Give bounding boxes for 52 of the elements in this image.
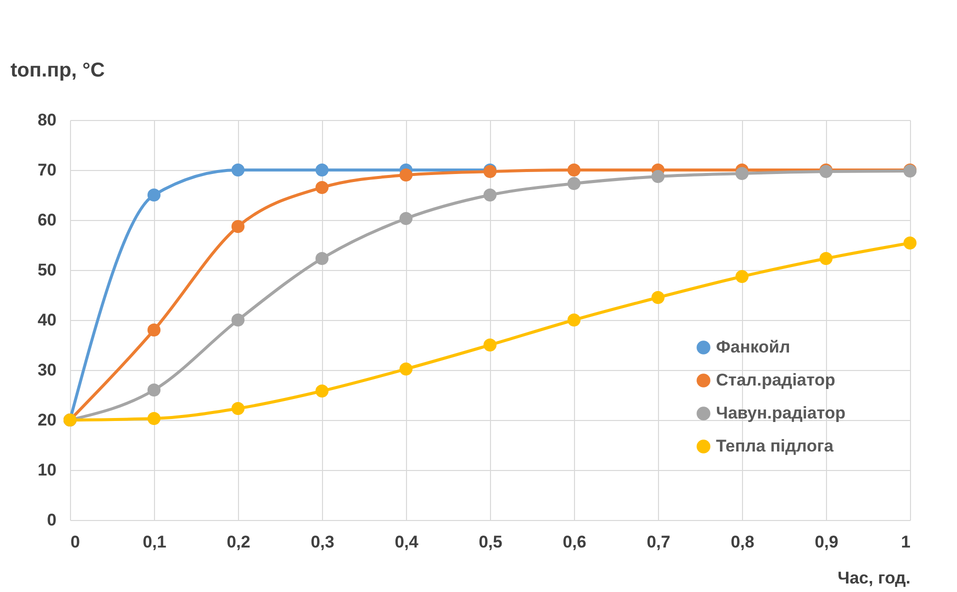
point — [399, 212, 413, 226]
x-tick-label: 0,3 — [310, 532, 334, 552]
point — [231, 313, 245, 327]
legend-label: Чавун.радіатор — [716, 404, 846, 422]
x-tick-label: 1 — [901, 532, 910, 552]
x-tick-label: 0,9 — [814, 532, 838, 552]
y-tick-label: 0 — [47, 510, 56, 530]
point — [651, 290, 665, 304]
legend-label: Тепла підлога — [716, 436, 834, 456]
y-tick-label: 10 — [38, 460, 56, 480]
point — [231, 402, 245, 416]
y-axis-title: tоп.пр, °C — [10, 60, 105, 82]
point — [147, 188, 161, 202]
y-tick-label: 30 — [38, 360, 56, 380]
point — [315, 180, 329, 194]
point — [819, 252, 833, 266]
point — [147, 412, 161, 426]
legend-label: Стал.радіатор — [716, 370, 836, 390]
point — [315, 252, 329, 266]
point — [567, 163, 581, 177]
y-tick-label: 80 — [38, 110, 56, 130]
x-tick-label: 0,7 — [646, 532, 670, 552]
point — [651, 170, 665, 184]
point — [735, 270, 749, 284]
point — [231, 220, 245, 234]
x-tick-label: 0,1 — [142, 532, 166, 552]
point — [567, 176, 581, 190]
x-tick-label: 0,6 — [562, 532, 586, 552]
x-tick-label: 0,2 — [226, 532, 250, 552]
y-tick-label: 40 — [38, 310, 56, 330]
x-tick-label: 0,5 — [478, 532, 502, 552]
legend-label: Фанкойл — [716, 338, 790, 356]
point — [147, 323, 161, 337]
point — [231, 163, 245, 177]
x-axis-title: Час, год. — [838, 568, 910, 588]
point — [147, 383, 161, 397]
point — [567, 313, 581, 327]
point — [315, 384, 329, 398]
point — [315, 163, 329, 177]
point — [483, 188, 497, 202]
point — [735, 166, 749, 180]
x-tick-label: 0,4 — [394, 532, 419, 552]
y-tick-label: 50 — [38, 260, 56, 280]
x-tick-label: 0,8 — [730, 532, 754, 552]
y-tick-label: 60 — [38, 210, 56, 230]
point — [399, 168, 413, 182]
point — [903, 236, 917, 250]
y-tick-label: 20 — [38, 410, 56, 430]
point — [483, 338, 497, 352]
y-tick-label: 70 — [38, 160, 56, 180]
point — [399, 362, 413, 376]
x-tick-label: 0 — [70, 532, 80, 552]
